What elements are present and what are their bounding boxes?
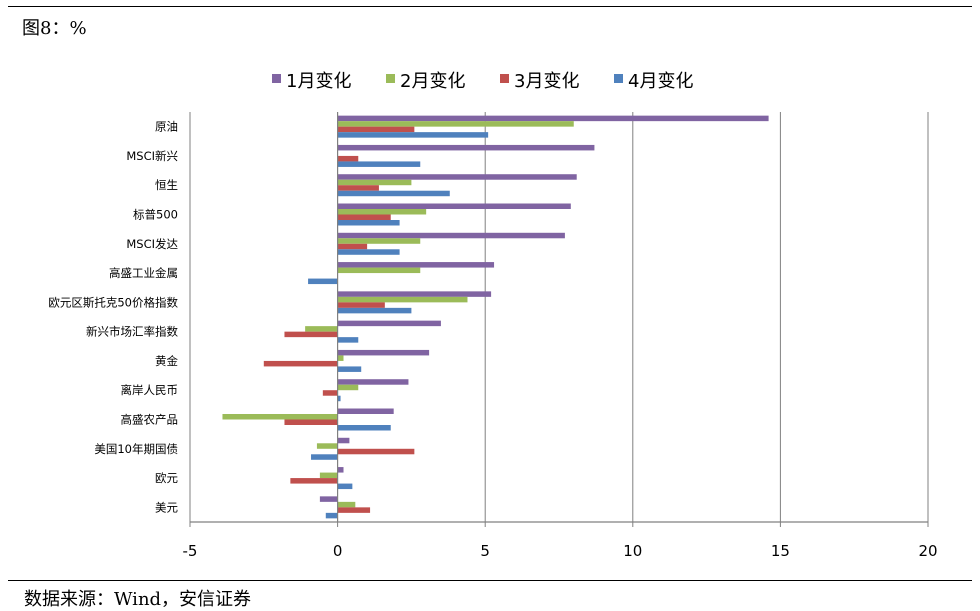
category-label: 原油: [155, 120, 178, 134]
bar: [337, 232, 565, 239]
bar: [337, 161, 421, 167]
legend-entry: 3月变化: [514, 71, 579, 92]
bar: [337, 307, 412, 314]
bar: [337, 115, 769, 122]
legend-entry: 1月变化: [286, 71, 351, 92]
data-source: 数据来源：Wind，安信证券: [24, 589, 252, 610]
category-label: 高盛工业金属: [109, 266, 178, 280]
bar: [337, 448, 415, 455]
bar: [337, 337, 359, 343]
bar: [337, 302, 385, 308]
bar: [319, 496, 338, 502]
bar: [337, 507, 371, 513]
bar: [337, 379, 409, 385]
bar: [337, 238, 421, 244]
category-label: 恒生: [155, 178, 178, 192]
bar: [337, 366, 362, 372]
bar: [337, 185, 379, 191]
top-rule: [8, 6, 972, 7]
bar: [325, 512, 338, 519]
category-label: 高盛农产品: [121, 413, 179, 427]
figure-title: 图8：%: [22, 18, 87, 39]
bar: [337, 291, 492, 297]
bar: [337, 132, 489, 138]
bar: [337, 174, 577, 180]
category-label: 黄金: [155, 354, 178, 368]
bar: [337, 209, 427, 215]
category-label: MSCI新兴: [126, 149, 178, 163]
bar: [337, 262, 495, 268]
bar: [319, 472, 338, 479]
bar: [337, 155, 359, 162]
x-tick-label: 20: [918, 542, 937, 560]
bar: [337, 267, 421, 274]
bar: [290, 478, 338, 484]
bar: [337, 214, 391, 220]
bar: [284, 331, 338, 338]
category-label: 欧元: [155, 471, 178, 485]
legend-swatch: [614, 74, 623, 83]
bar: [316, 443, 338, 449]
legend-entry: 4月变化: [628, 71, 693, 92]
bar: [284, 419, 338, 425]
bar: [337, 203, 571, 209]
bar: [311, 454, 338, 460]
bar: [337, 437, 350, 444]
legend-swatch: [272, 74, 281, 83]
x-tick-label: 0: [333, 542, 343, 560]
bar: [337, 349, 430, 356]
bar: [337, 249, 400, 255]
bar: [337, 425, 391, 431]
bar: [337, 296, 468, 303]
bottom-rule: [8, 580, 972, 581]
bar: [337, 467, 344, 473]
bar: [322, 390, 338, 396]
bar: [337, 144, 595, 151]
legend-swatch: [500, 74, 509, 83]
bar: [308, 278, 338, 285]
bar: [337, 384, 359, 391]
bar: [337, 121, 574, 127]
bar: [337, 395, 341, 402]
x-tick-label: 5: [480, 542, 490, 560]
bar: [305, 326, 338, 332]
x-tick-label: 15: [771, 542, 790, 560]
bar: [337, 126, 415, 133]
bar: [337, 320, 441, 327]
legend-swatch: [386, 74, 395, 83]
bar: [337, 483, 353, 490]
bar: [337, 243, 368, 250]
x-tick-label: -5: [183, 542, 198, 560]
category-label: MSCI发达: [126, 237, 178, 251]
category-label: 离岸人民币: [121, 383, 179, 397]
bar: [337, 190, 450, 197]
bar: [337, 408, 394, 414]
bar: [337, 501, 356, 508]
bar: [263, 360, 338, 367]
category-label: 标普500: [133, 208, 178, 222]
category-label: 新兴市场汇率指数: [86, 325, 178, 339]
bar: [337, 179, 412, 186]
bar: [337, 220, 400, 226]
x-tick-label: 10: [623, 542, 642, 560]
bar: [222, 414, 338, 420]
category-label: 欧元区斯托克50价格指数: [48, 295, 178, 309]
category-label: 美元: [155, 500, 178, 514]
category-label: 美国10年期国债: [94, 442, 178, 456]
bar: [337, 355, 344, 361]
legend-entry: 2月变化: [400, 71, 465, 92]
